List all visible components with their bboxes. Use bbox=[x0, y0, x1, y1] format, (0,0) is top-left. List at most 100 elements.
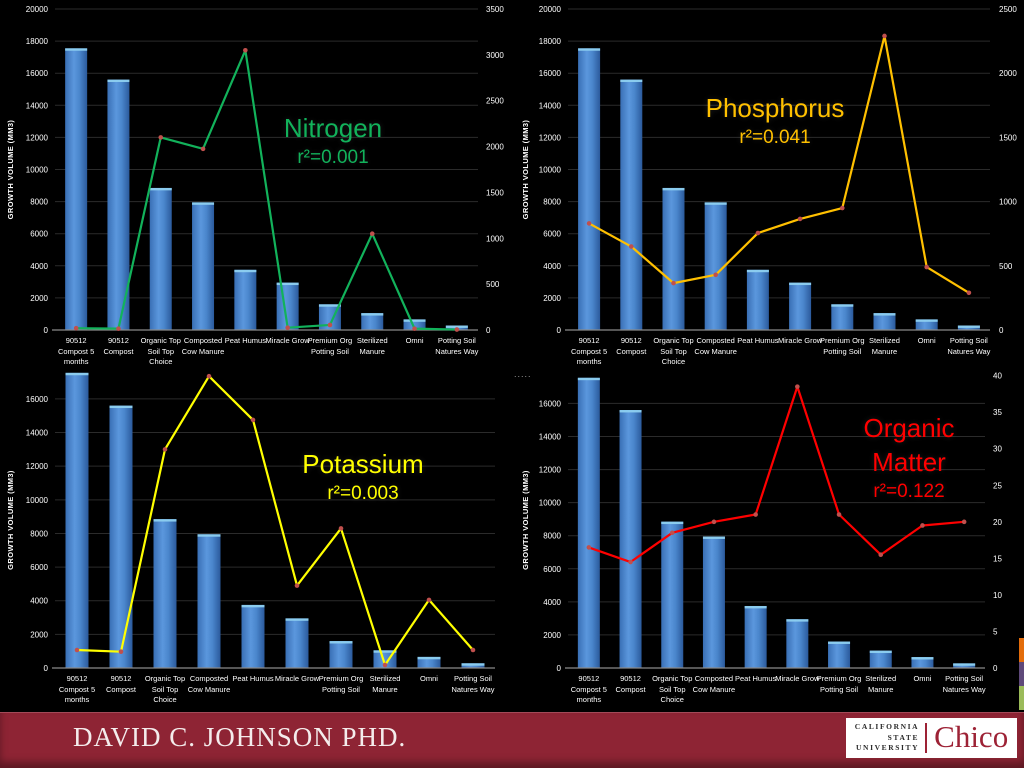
bar bbox=[915, 319, 938, 330]
bar bbox=[831, 304, 854, 330]
data-point-marker bbox=[118, 649, 124, 654]
data-point-marker bbox=[882, 33, 887, 39]
chart-organic-matter: 0 2000 4000 6000 8000 10000 12000 14000 16000 0 5 1… bbox=[512, 372, 1024, 713]
data-point-marker bbox=[243, 47, 248, 53]
bar bbox=[869, 650, 892, 668]
left-axis-tick-label: 6000 bbox=[543, 230, 561, 239]
bar-cap bbox=[746, 269, 769, 273]
csu-logo-line3: UNIVERSITY bbox=[856, 743, 920, 753]
data-point-marker bbox=[713, 272, 718, 278]
bar-cap bbox=[107, 79, 130, 83]
bar-cap bbox=[192, 202, 215, 205]
left-axis-tick-label: 4000 bbox=[543, 598, 561, 607]
phosphorus-plot-canvas: 0200040006000800010000120001400016000180… bbox=[521, 5, 1017, 335]
bar bbox=[786, 619, 809, 668]
slide-edge-color-fragment bbox=[1019, 638, 1024, 710]
left-axis-tick-label: 10000 bbox=[26, 166, 49, 175]
data-point-marker bbox=[158, 135, 164, 140]
organic-matter-plot-canvas: 0 2000 4000 6000 8000 10000 12000 14000 16000 0 5 1… bbox=[521, 372, 1002, 673]
left-axis-tick-label: 0 bbox=[44, 664, 49, 673]
chart-phosphorus: 0 2000 4000 6000 8000 10000 12000 14000 16000 180… bbox=[512, 0, 1024, 372]
data-point-marker bbox=[966, 290, 972, 296]
bar bbox=[577, 377, 600, 668]
bar bbox=[65, 372, 89, 668]
left-axis-tick-label: 20000 bbox=[26, 5, 49, 14]
bar bbox=[234, 269, 257, 330]
bar bbox=[329, 641, 353, 668]
csu-logo-line1: CALIFORNIA bbox=[854, 721, 920, 731]
bar-cap bbox=[619, 410, 642, 413]
data-point-marker bbox=[382, 662, 388, 668]
bar-cap bbox=[417, 656, 441, 660]
data-point-marker bbox=[116, 326, 121, 331]
right-axis-tick-label: 35 bbox=[993, 408, 1002, 417]
data-point-marker bbox=[836, 512, 842, 517]
data-point-marker bbox=[250, 417, 256, 423]
bar-cap bbox=[403, 319, 426, 322]
bar-cap bbox=[329, 641, 353, 644]
data-point-marker bbox=[426, 597, 432, 603]
right-axis-tick-label: 1500 bbox=[486, 188, 504, 197]
bar bbox=[153, 519, 177, 668]
left-axis-tick-label: 0 bbox=[557, 326, 562, 335]
bar-cap bbox=[577, 377, 600, 381]
right-axis-tick-label: 30 bbox=[993, 445, 1002, 454]
bar-cap bbox=[786, 619, 809, 622]
data-point-marker bbox=[73, 325, 79, 331]
right-axis-tick-label: 5 bbox=[993, 627, 998, 636]
left-axis-tick-label: 8000 bbox=[30, 198, 48, 207]
bar bbox=[417, 656, 441, 668]
right-axis-tick-label: 1000 bbox=[486, 234, 504, 243]
data-point-marker bbox=[628, 559, 633, 565]
csu-logo-line2: STATE bbox=[887, 732, 920, 742]
edge-fragment bbox=[1019, 686, 1024, 710]
right-axis-tick-label: 0 bbox=[486, 326, 491, 335]
right-axis-tick-label: 0 bbox=[999, 326, 1004, 335]
left-axis-tick-label: 2000 bbox=[543, 294, 561, 303]
right-axis-tick-label: 2500 bbox=[999, 5, 1017, 14]
bar-cap bbox=[873, 313, 896, 316]
trend-line bbox=[76, 49, 457, 331]
data-point-marker bbox=[671, 280, 676, 286]
bar bbox=[241, 604, 265, 668]
edge-fragment bbox=[1019, 662, 1024, 686]
left-axis-tick-label: 14000 bbox=[26, 429, 49, 438]
bar-cap bbox=[65, 48, 88, 51]
bar bbox=[620, 79, 643, 331]
bar-cap bbox=[704, 202, 727, 205]
data-point-marker bbox=[840, 205, 845, 211]
left-axis-tick-label: 14000 bbox=[26, 101, 49, 110]
right-axis-tick-label: 2500 bbox=[486, 97, 504, 106]
right-axis-tick-label: 500 bbox=[486, 280, 500, 289]
csu-chico-logo: CALIFORNIA STATE UNIVERSITY Chico bbox=[846, 718, 1017, 758]
data-point-marker bbox=[327, 322, 333, 328]
right-axis-tick-label: 10 bbox=[993, 591, 1002, 600]
bar-cap bbox=[662, 187, 685, 191]
left-axis-tick-label: 2000 bbox=[30, 630, 48, 639]
right-axis-tick-label: 1000 bbox=[999, 198, 1017, 207]
right-axis-tick-label: 40 bbox=[993, 372, 1002, 381]
data-point-marker bbox=[629, 244, 634, 249]
bar bbox=[149, 187, 172, 330]
bar-cap bbox=[869, 650, 892, 654]
author-name: DAVID C. JOHNSON PHD. bbox=[73, 722, 407, 752]
right-axis-tick-label: 20 bbox=[993, 518, 1002, 527]
y-axis-title: GROWTH VOLUME (MM3) bbox=[521, 470, 530, 570]
data-point-marker bbox=[669, 530, 675, 536]
chico-wordmark: Chico bbox=[934, 719, 1009, 754]
left-axis-tick-label: 4000 bbox=[30, 262, 48, 271]
bar bbox=[285, 618, 309, 668]
bar bbox=[911, 657, 934, 668]
bar-cap bbox=[241, 604, 265, 608]
bar-cap bbox=[109, 405, 133, 409]
right-axis-tick-label: 2000 bbox=[486, 143, 504, 152]
bar bbox=[619, 410, 642, 668]
data-point-marker bbox=[74, 647, 80, 653]
bar bbox=[704, 202, 727, 330]
trend-line bbox=[588, 385, 965, 564]
bar-cap bbox=[234, 269, 257, 273]
data-point-marker bbox=[878, 552, 884, 558]
left-axis-tick-label: 12000 bbox=[26, 133, 49, 142]
clipped-tick-label: ..... bbox=[514, 372, 532, 379]
right-axis-tick-label: 3500 bbox=[486, 5, 504, 14]
